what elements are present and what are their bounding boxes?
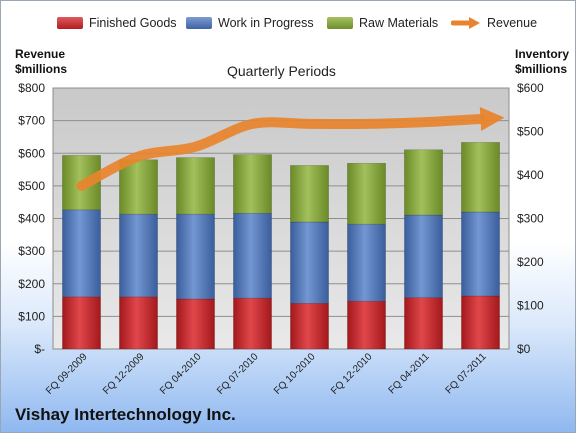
legend-label-finished-goods: Finished Goods <box>89 16 177 30</box>
bar-finished-goods <box>404 297 443 350</box>
x-tick-label: FQ 04-2010 <box>158 351 204 397</box>
right-tick-label: $600 <box>517 81 544 95</box>
x-tick-label: FQ 04-2011 <box>387 351 432 396</box>
legend-item-work-in-progress: Work in Progress <box>186 13 314 33</box>
left-tick-label: $400 <box>18 212 45 226</box>
x-tick-label: FQ 07-2010 <box>215 351 261 397</box>
left-axis-title-line-1: Revenue <box>15 47 66 61</box>
right-tick-label: $500 <box>517 125 544 139</box>
left-tick-label: $600 <box>18 146 45 160</box>
bar-finished-goods <box>290 303 329 350</box>
revenue-arrowhead <box>479 107 505 131</box>
bar-work-in-progress <box>461 211 500 297</box>
bar-raw-materials <box>461 142 500 213</box>
bar-work-in-progress <box>347 223 386 302</box>
left-tick-label: $800 <box>18 81 45 95</box>
bar-finished-goods <box>119 296 158 350</box>
right-tick-label: $300 <box>517 212 544 226</box>
x-tick-label: FQ 07-2011 <box>444 351 489 396</box>
left-tick-label: $700 <box>18 114 45 128</box>
chart-title: Quarterly Periods <box>227 63 336 79</box>
legend-swatch-finished-goods <box>57 17 83 29</box>
x-tick-label: FQ 12-2009 <box>101 351 147 397</box>
bar-finished-goods <box>62 296 101 350</box>
bar-raw-materials <box>290 165 329 223</box>
legend-label-revenue: Revenue <box>487 16 538 30</box>
right-tick-label: $400 <box>517 168 544 182</box>
legend-item-finished-goods: Finished Goods <box>57 13 177 33</box>
bar-finished-goods <box>233 297 272 350</box>
right-axis-title: Inventory $millions <box>515 47 569 77</box>
right-tick-label: $0 <box>517 342 531 356</box>
left-tick-label: $100 <box>18 309 45 323</box>
left-axis-title: Revenue $millions <box>15 47 67 77</box>
x-tick-label: FQ 10-2010 <box>272 351 318 397</box>
bar-work-in-progress <box>233 212 272 299</box>
legend-label-raw-materials: Raw Materials <box>359 16 439 30</box>
bar-work-in-progress <box>404 214 443 298</box>
right-tick-label: $200 <box>517 255 544 269</box>
x-tick-label: FQ 09-2009 <box>44 351 90 397</box>
bar-raw-materials <box>404 149 443 216</box>
bar-finished-goods <box>176 298 215 350</box>
right-axis-title-line-1: Inventory <box>515 47 570 61</box>
legend-swatch-work-in-progress <box>186 17 212 29</box>
bar-work-in-progress <box>176 213 215 300</box>
bar-work-in-progress <box>290 221 329 304</box>
bar-raw-materials <box>347 162 386 225</box>
legend-arrow-icon <box>451 17 480 29</box>
left-tick-label: $300 <box>18 244 45 258</box>
left-tick-label: $- <box>34 342 45 356</box>
legend-item-raw-materials: Raw Materials <box>327 13 438 33</box>
left-tick-label: $500 <box>18 179 45 193</box>
bar-work-in-progress <box>62 209 101 298</box>
legend-item-revenue: Revenue <box>451 13 537 33</box>
bar-raw-materials <box>119 159 158 215</box>
company-name: Vishay Intertechnology Inc. <box>15 405 236 424</box>
x-tick-label: FQ 12-2010 <box>329 351 375 397</box>
right-axis-title-line-2: $millions <box>515 62 568 76</box>
bar-raw-materials <box>176 157 215 215</box>
left-axis-title-line-2: $millions <box>15 62 68 76</box>
bar-finished-goods <box>347 300 386 350</box>
legend-label-work-in-progress: Work in Progress <box>218 16 314 30</box>
left-tick-label: $200 <box>18 277 45 291</box>
bar-work-in-progress <box>119 213 158 298</box>
bar-raw-materials <box>233 154 272 214</box>
legend-swatch-raw-materials <box>327 17 353 29</box>
right-tick-label: $100 <box>517 299 544 313</box>
bar-finished-goods <box>461 295 500 350</box>
